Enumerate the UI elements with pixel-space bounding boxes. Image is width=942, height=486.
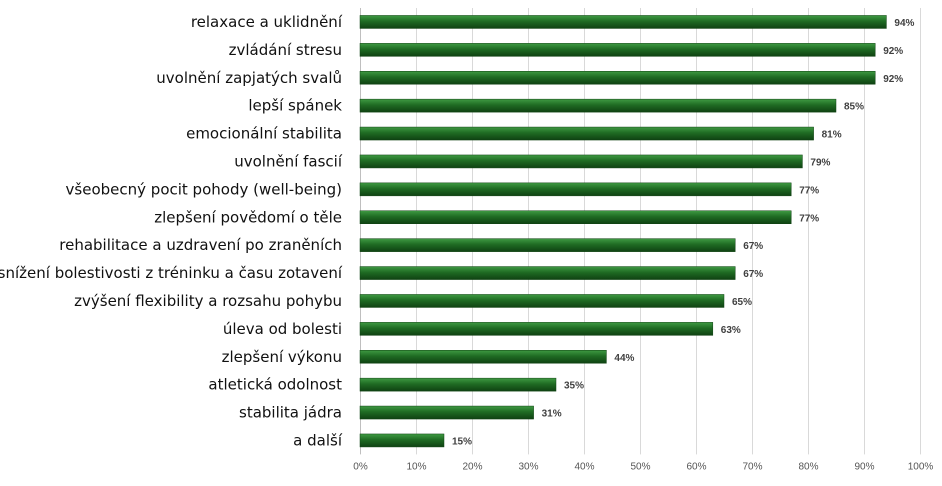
category-label: zlepšení povědomí o těle [154,208,342,226]
bar [359,98,837,113]
bar [359,154,803,169]
x-tick-label: 10% [406,461,426,472]
category-label: zlepšení výkonu [222,348,342,366]
category-label: úleva od bolesti [223,320,342,338]
x-tick-label: 60% [686,461,706,472]
category-labels: relaxace a uklidnění zvládání stresu uvoln… [0,13,343,450]
data-label: 65% [732,297,752,308]
data-label: 31% [542,409,562,420]
bar [359,210,792,224]
bar [359,182,792,197]
data-label: 44% [614,353,634,364]
category-label: emocionální stabilita [186,125,342,143]
category-label: rehabilitace a uzdravení po zraněních [59,236,342,254]
data-label: 92% [883,74,903,85]
bar [359,15,887,29]
data-label: 81% [822,130,842,141]
x-tick-label: 40% [574,461,594,472]
bar [359,350,607,364]
x-tick-label: 90% [854,461,874,472]
bar [359,266,736,280]
category-label: uvolnění zapjatých svalů [156,69,342,87]
x-tick-label: 30% [518,461,538,472]
bar [359,43,876,57]
data-label: 35% [564,381,584,392]
bar [359,377,557,392]
data-label: 15% [452,436,472,447]
bar [359,71,876,85]
bars [359,15,887,448]
category-label: stabilita jádra [239,404,342,422]
data-label: 92% [883,46,903,57]
data-label: 67% [743,241,763,252]
category-label: všeobecný pocit pohody (well-being) [66,180,342,198]
data-label: 77% [799,213,819,224]
x-tick-label: 80% [798,461,818,472]
data-label: 77% [799,185,819,196]
bar [359,433,445,448]
bar [359,322,714,336]
data-label: 63% [721,325,741,336]
data-labels: 94% 92% 92% 85% 81% 79% 77% 77% 67% 67% 65% 63% 44% 3… [452,18,915,448]
x-tick-label: 70% [742,461,762,472]
category-label: atletická odolnost [208,376,342,394]
x-axis-ticks: 0% 10% 20% 30% 40% 50% 60% 70% 80% 90% 100% [353,461,933,472]
category-label: zvládání stresu [229,41,342,59]
category-label: relaxace a uklidnění [191,13,343,31]
data-label: 94% [894,18,914,29]
bar [359,294,725,308]
category-label: a další [293,431,343,449]
data-label: 79% [810,157,830,168]
bar [359,238,736,252]
category-label: uvolnění fascií [234,152,343,170]
x-tick-label: 50% [630,461,650,472]
category-label: zvýšení flexibility a rozsahu pohybu [74,292,342,310]
data-label: 67% [743,269,763,280]
category-label: lepší spánek [248,97,342,115]
bar [359,126,814,141]
data-label: 85% [844,102,864,113]
category-label: snížení bolestivosti z tréninku a času z… [0,264,343,282]
bar [359,405,534,420]
x-tick-label: 20% [462,461,482,472]
x-tick-label: 0% [353,461,368,472]
x-tick-label: 100% [908,461,934,472]
